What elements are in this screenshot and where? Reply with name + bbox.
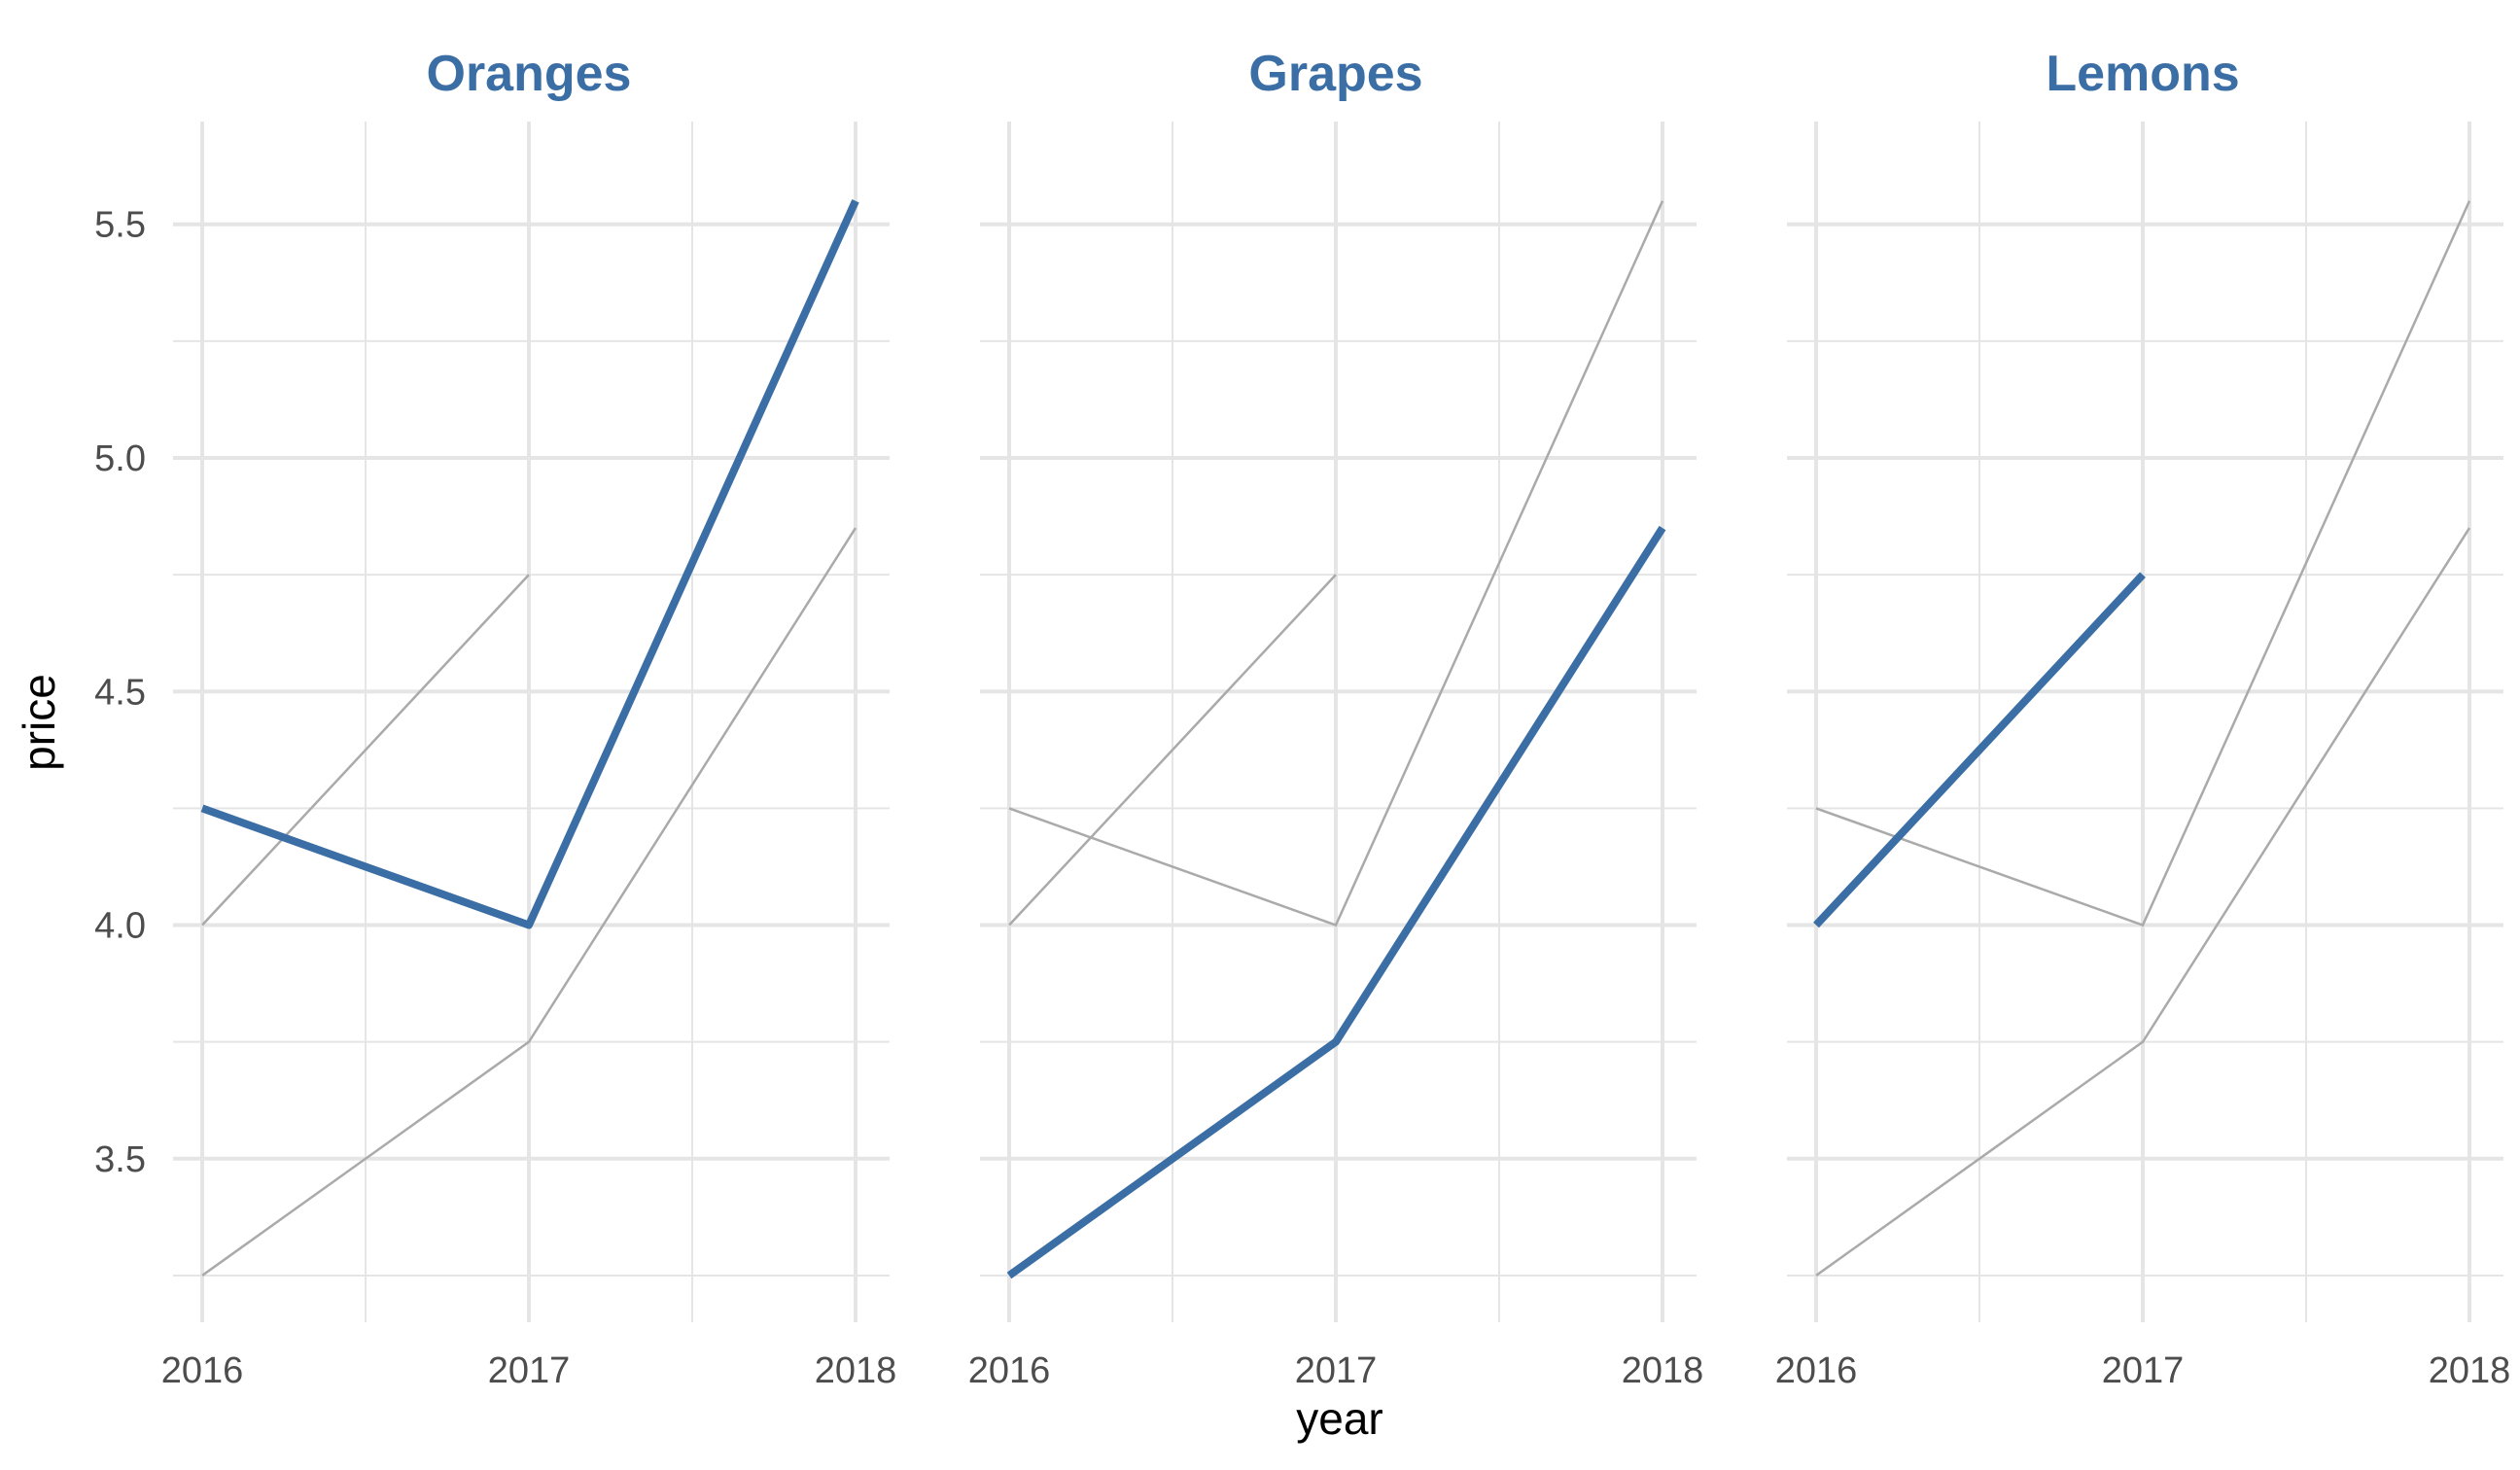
facet-panels: Oranges 2016 2017 2018 3.5 4.0 4.5 5.0 5.5 Grapes… bbox=[94, 46, 2510, 1391]
background-series-line-grapes bbox=[201, 527, 858, 1277]
y-tick-label: 4.5 bbox=[94, 672, 146, 713]
panel-title-oranges: Oranges bbox=[427, 46, 632, 102]
x-tick-label: 2018 bbox=[2429, 1350, 2511, 1391]
x-tick-label: 2018 bbox=[1622, 1350, 1704, 1391]
background-series-line-lemons bbox=[1008, 574, 1337, 927]
facet-panel-oranges: Oranges 2016 2017 2018 3.5 4.0 4.5 5.0 5.5 bbox=[94, 46, 896, 1391]
x-tick-label: 2017 bbox=[488, 1350, 571, 1391]
facet-panel-lemons: Lemons 2016 2017 2018 bbox=[1775, 46, 2511, 1391]
y-tick-label: 3.5 bbox=[94, 1139, 146, 1180]
axes: year price bbox=[14, 674, 1383, 1444]
x-tick-label: 2017 bbox=[2102, 1350, 2185, 1391]
highlight-series-line-oranges bbox=[200, 199, 859, 929]
y-tick-label: 5.0 bbox=[94, 438, 146, 479]
x-tick-label: 2016 bbox=[1775, 1350, 1858, 1391]
y-tick-label: 5.5 bbox=[94, 205, 146, 246]
background-series-line-grapes bbox=[1815, 527, 2471, 1277]
x-tick-label: 2016 bbox=[968, 1350, 1051, 1391]
background-series-line-oranges bbox=[1815, 200, 2471, 928]
panel-title-grapes: Grapes bbox=[1248, 46, 1422, 102]
highlight-series-line-lemons bbox=[1813, 572, 2146, 928]
y-axis-title: price bbox=[14, 674, 64, 771]
facet-panel-grapes: Grapes 2016 2017 2018 bbox=[968, 46, 1704, 1391]
panel-title-lemons: Lemons bbox=[2046, 46, 2239, 102]
x-tick-label: 2016 bbox=[161, 1350, 244, 1391]
background-series-line-oranges bbox=[1008, 200, 1664, 928]
y-tick-label: 4.0 bbox=[94, 906, 146, 947]
background-series-line-lemons bbox=[201, 574, 530, 927]
x-tick-label: 2018 bbox=[815, 1350, 897, 1391]
x-axis-title: year bbox=[1296, 1393, 1382, 1444]
x-tick-label: 2017 bbox=[1295, 1350, 1378, 1391]
highlight-series-line-grapes bbox=[1006, 525, 1666, 1279]
